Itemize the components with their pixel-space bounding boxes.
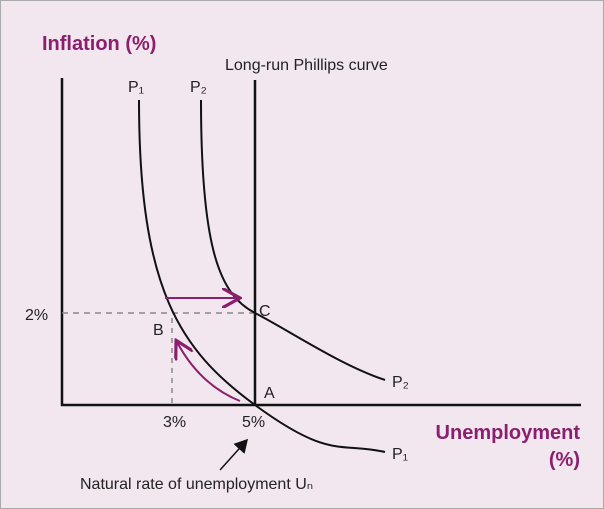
point-label: A	[264, 385, 275, 402]
p2-end-label: P₂	[392, 374, 409, 391]
move-arrow	[177, 342, 241, 402]
p2-top-label: P₂	[190, 79, 207, 96]
x-tick-label: 5%	[242, 414, 265, 431]
p2-curve	[200, 99, 386, 381]
y-axis-label: Inflation (%)	[42, 33, 156, 55]
p1-curve	[138, 99, 386, 453]
x-axis-label: Unemployment	[436, 422, 581, 444]
annotation-arrow	[219, 438, 249, 471]
lrpc-label: Long-run Phillips curve	[225, 57, 388, 74]
p1-end-label: P₁	[392, 446, 408, 463]
point-label: B	[153, 322, 164, 339]
y-tick-label: 2%	[25, 307, 48, 324]
point-label: C	[259, 303, 271, 320]
x-axis-label: (%)	[549, 449, 580, 471]
x-tick-label: 3%	[163, 414, 186, 431]
p1-top-label: P₁	[128, 79, 144, 96]
annotation: Natural rate of unemployment Uₙ	[80, 476, 313, 493]
